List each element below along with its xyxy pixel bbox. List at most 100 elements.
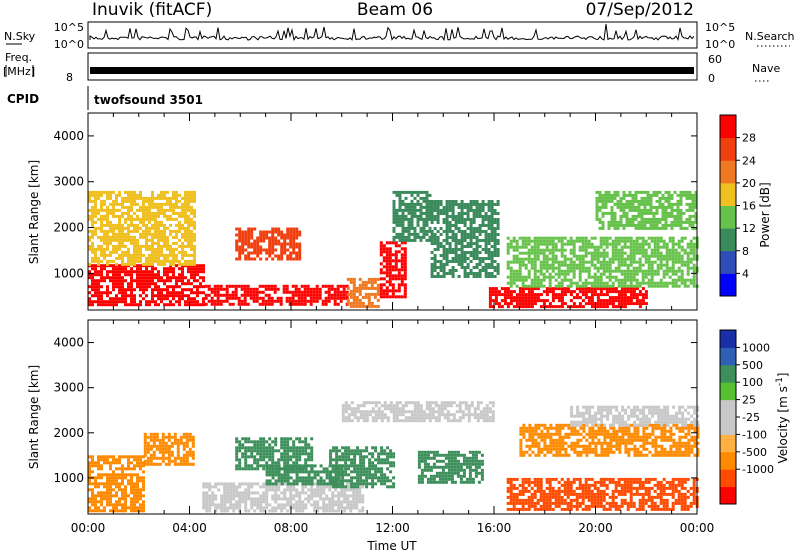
- colorbar-swatch: [720, 434, 736, 453]
- power-axes: 1000 2000 3000 4000: [53, 113, 698, 310]
- power-colorbar-label: Power [dB]: [758, 182, 772, 247]
- colorbar-swatch: [720, 273, 736, 297]
- frequency-panel: Freq. [MHz] 8 60 0 Nave: [3, 51, 780, 85]
- heatmap-region: [506, 236, 699, 288]
- colorbar-tick-label: 500: [742, 359, 763, 372]
- velocity-ylabel: Slant Range [km]: [27, 365, 41, 469]
- x-tick-label: 00:00: [71, 521, 106, 535]
- y-tick-label: 1000: [53, 471, 84, 485]
- velocity-axes: 1000 2000 3000 4000 00:00 04:00 08:00 12:00 16:0…: [53, 320, 714, 535]
- freq-label-2: [MHz]: [3, 65, 35, 78]
- colorbar-swatch: [720, 486, 736, 505]
- colorbar-swatch: [720, 451, 736, 470]
- colorbar-swatch: [720, 330, 736, 348]
- colorbar-swatch: [720, 115, 736, 139]
- colorbar-tick-label: 28: [742, 132, 756, 145]
- heatmap-region: [519, 423, 700, 457]
- freq-tick: 8: [66, 71, 73, 84]
- y-tick-label: 1000: [53, 266, 84, 280]
- velocity-heatmap: [88, 401, 700, 513]
- x-tick-label: 00:00: [680, 521, 715, 535]
- heatmap-region: [265, 464, 344, 486]
- power-ylabel: Slant Range [km]: [27, 160, 41, 264]
- y-tick-label: 2000: [53, 221, 84, 235]
- heatmap-region: [392, 190, 432, 242]
- colorbar-tick-label: 20: [742, 177, 756, 190]
- y-tick-label: 4000: [53, 129, 84, 143]
- heatmap-region: [488, 287, 648, 309]
- colorbar-swatch: [720, 250, 736, 274]
- colorbar-tick-label: 8: [742, 245, 749, 258]
- y-tick-label: 3000: [53, 381, 84, 395]
- y-tick-label: 2000: [53, 426, 84, 440]
- freq-label-1: Freq.: [5, 51, 32, 64]
- noise-tick-high-left: 10^5: [54, 21, 84, 34]
- colorbar-swatch: [720, 347, 736, 366]
- noise-panel: N.Sky 10^5 10^0 10^5 10^0 N.Search: [4, 21, 795, 51]
- x-tick-label: 12:00: [375, 521, 410, 535]
- colorbar-tick-label: 1000: [742, 341, 770, 354]
- noise-right-label: N.Search: [745, 30, 795, 43]
- y-tick-label: 3000: [53, 175, 84, 189]
- heatmap-region: [570, 405, 700, 427]
- power-panel: 1000 2000 3000 4000 Slant Range [km]: [27, 112, 699, 311]
- beam-label: Beam 06: [357, 0, 433, 20]
- velocity-panel: 1000 2000 3000 4000 00:00 04:00 08:00 12:00 16:0…: [27, 319, 714, 553]
- colorbar-tick-label: 24: [742, 154, 756, 167]
- heatmap-region: [506, 477, 699, 511]
- heatmap-region: [329, 446, 396, 489]
- colorbar-swatch: [720, 417, 736, 435]
- colorbar-swatch: [720, 137, 736, 161]
- colorbar-tick-label: -500: [742, 446, 767, 459]
- velocity-colorbar: 1000 500 100 25 -25 -100 -500 -1000 Velocity [m…: [719, 329, 790, 505]
- colorbar-swatch: [720, 382, 736, 401]
- x-tick-label: 20:00: [578, 521, 613, 535]
- x-tick-label: 16:00: [477, 521, 512, 535]
- colorbar-tick-label: -25: [742, 411, 760, 424]
- cpid-label: CPID: [7, 92, 39, 106]
- velocity-colorbar-label: Velocity [m s-1]: [775, 373, 790, 464]
- station-title: Inuvik (fitACF): [92, 0, 212, 20]
- x-tick-label: 08:00: [274, 521, 309, 535]
- heatmap-region: [341, 401, 495, 423]
- noise-left-label: N.Sky: [4, 30, 36, 43]
- heatmap-region: [88, 264, 205, 307]
- date-label: 07/Sep/2012: [586, 0, 694, 20]
- x-tick-label: 04:00: [172, 521, 207, 535]
- noise-tick-low-right: 10^0: [705, 38, 735, 51]
- noise-tick-high-right: 10^5: [705, 21, 735, 34]
- colorbar-tick-label: 100: [742, 376, 763, 389]
- colorbar-swatch: [720, 364, 736, 383]
- heatmap-region: [88, 190, 196, 266]
- colorbar-swatch: [720, 469, 736, 488]
- nave-label: Nave: [752, 62, 780, 75]
- velocity-label-main: Velocity [m s: [776, 386, 790, 463]
- velocity-label-sup: -1: [775, 377, 785, 386]
- noise-tick-low-left: 10^0: [54, 38, 84, 51]
- heatmap-region: [143, 432, 195, 466]
- power-heatmap: [88, 190, 699, 309]
- heatmap-region: [235, 227, 302, 261]
- y-tick-label: 4000: [53, 336, 84, 350]
- nave-tick-high: 60: [708, 53, 722, 66]
- colorbar-swatch: [720, 205, 736, 229]
- frequency-band: [90, 67, 694, 74]
- cpid-value: twofsound 3501: [94, 93, 203, 107]
- cpid-row: CPID twofsound 3501: [7, 86, 203, 110]
- heatmap-region: [379, 241, 407, 299]
- heatmap-region: [417, 450, 484, 484]
- heatmap-region: [595, 190, 698, 230]
- x-axis-label: Time UT: [366, 539, 417, 553]
- colorbar-tick-label: 16: [742, 200, 756, 213]
- heatmap-region: [88, 455, 145, 513]
- nave-tick-low: 0: [708, 72, 715, 85]
- heatmap-region: [430, 200, 500, 278]
- colorbar-tick-label: 4: [742, 267, 749, 280]
- noise-trace: [89, 23, 695, 42]
- power-colorbar: 4 8 12 16 20 24 28 Power [dB]: [719, 114, 772, 297]
- colorbar-tick-label: -100: [742, 428, 767, 441]
- colorbar-tick-label: 12: [742, 222, 756, 235]
- colorbar-tick-label: -1000: [742, 463, 774, 476]
- heatmap-region: [204, 284, 349, 306]
